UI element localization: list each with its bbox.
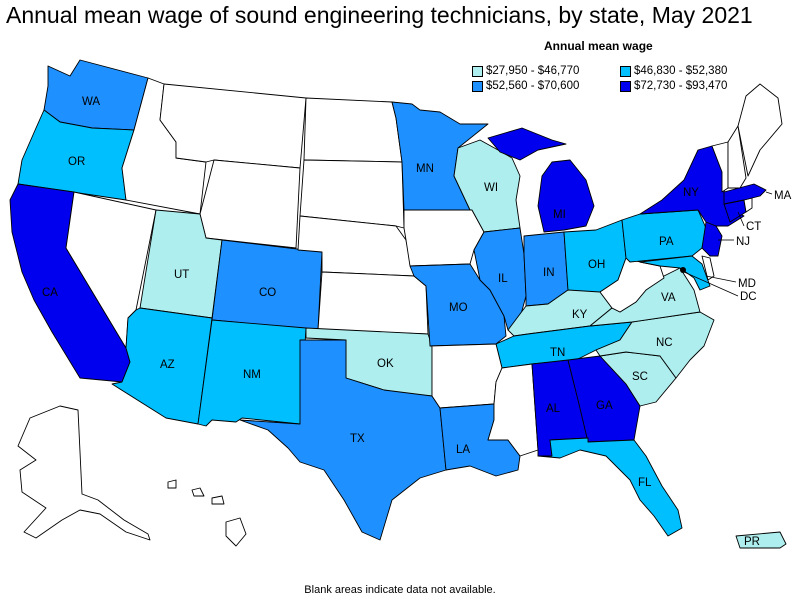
label-WI: WI — [484, 182, 498, 194]
state-TX[interactable] — [239, 339, 447, 541]
state-VT[interactable] — [711, 141, 729, 193]
label-SC: SC — [632, 371, 648, 383]
label-LA: LA — [456, 444, 470, 456]
label-TX: TX — [350, 433, 365, 445]
label-OH: OH — [588, 259, 605, 271]
label-MN: MN — [416, 163, 434, 175]
state-PR[interactable] — [735, 531, 787, 549]
legend-label: $72,730 - $93,470 — [634, 80, 728, 92]
label-PR: PR — [744, 536, 760, 548]
label-MD: MD — [738, 278, 756, 290]
legend-label: $52,560 - $70,600 — [486, 80, 580, 92]
state-ME[interactable] — [737, 83, 783, 177]
legend-item-bin-4: $72,730 - $93,470 — [620, 80, 727, 92]
label-VA: VA — [661, 292, 676, 304]
legend-item-bin-1: $27,950 - $46,770 — [472, 65, 579, 77]
legend-title: Annual mean wage — [544, 39, 653, 53]
label-NJ: NJ — [736, 236, 750, 248]
label-CO: CO — [259, 287, 276, 299]
legend-label: $27,950 - $46,770 — [486, 65, 580, 77]
state-MD[interactable] — [639, 255, 711, 291]
footnote: Blank areas indicate data not available. — [304, 584, 496, 596]
label-MI: MI — [553, 209, 566, 221]
state-WI[interactable] — [453, 139, 521, 233]
legend-swatch — [620, 65, 631, 77]
label-TN: TN — [550, 347, 565, 359]
label-FL: FL — [638, 477, 652, 489]
state-NJ[interactable] — [701, 221, 723, 257]
state-MA[interactable] — [723, 183, 767, 205]
state-AK[interactable] — [17, 405, 151, 541]
label-KY: KY — [572, 309, 588, 321]
state-MO[interactable] — [409, 263, 507, 347]
label-OR: OR — [68, 156, 85, 168]
label-DC: DC — [740, 291, 757, 303]
state-HI[interactable] — [167, 479, 247, 547]
leader-line-dc — [683, 271, 739, 297]
label-WA: WA — [82, 96, 100, 108]
leader-line-ma — [765, 191, 773, 195]
legend-item-bin-3: $52,560 - $70,600 — [472, 80, 579, 92]
state-MT[interactable] — [159, 83, 307, 169]
label-OK: OK — [377, 358, 394, 370]
label-MO: MO — [449, 302, 468, 314]
state-IA[interactable] — [403, 209, 485, 267]
label-AL: AL — [546, 403, 561, 415]
state-DE[interactable] — [701, 255, 715, 281]
state-AR[interactable] — [429, 343, 503, 409]
legend-label: $46,830 - $52,380 — [634, 65, 728, 77]
state-FL[interactable] — [537, 437, 683, 537]
label-NM: NM — [243, 369, 261, 381]
label-NY: NY — [683, 187, 699, 199]
state-KS[interactable] — [317, 271, 429, 335]
state-WY[interactable] — [199, 159, 301, 249]
dc-marker[interactable] — [680, 267, 686, 273]
legend-swatch — [620, 80, 631, 92]
map-title: Annual mean wage of sound engineering te… — [6, 2, 753, 28]
label-IL: IL — [498, 273, 508, 285]
legend-item-bin-2: $46,830 - $52,380 — [620, 65, 727, 77]
label-IN: IN — [543, 267, 555, 279]
label-AZ: AZ — [160, 359, 175, 371]
label-GA: GA — [596, 400, 613, 412]
label-UT: UT — [174, 269, 189, 281]
leader-line-md — [705, 275, 737, 283]
leader-line-ct — [737, 211, 745, 227]
legend-swatch — [472, 65, 483, 77]
state-NH[interactable] — [727, 125, 747, 189]
state-MI[interactable] — [487, 127, 595, 233]
state-ND[interactable] — [303, 97, 403, 163]
state-WA[interactable] — [43, 59, 149, 131]
label-NC: NC — [656, 337, 673, 349]
label-MA: MA — [774, 190, 792, 202]
label-CT: CT — [746, 221, 761, 233]
label-CA: CA — [42, 287, 58, 299]
label-PA: PA — [659, 236, 674, 248]
legend-swatch — [472, 80, 483, 92]
state-SD[interactable] — [299, 159, 405, 229]
state-CO[interactable] — [211, 239, 323, 331]
